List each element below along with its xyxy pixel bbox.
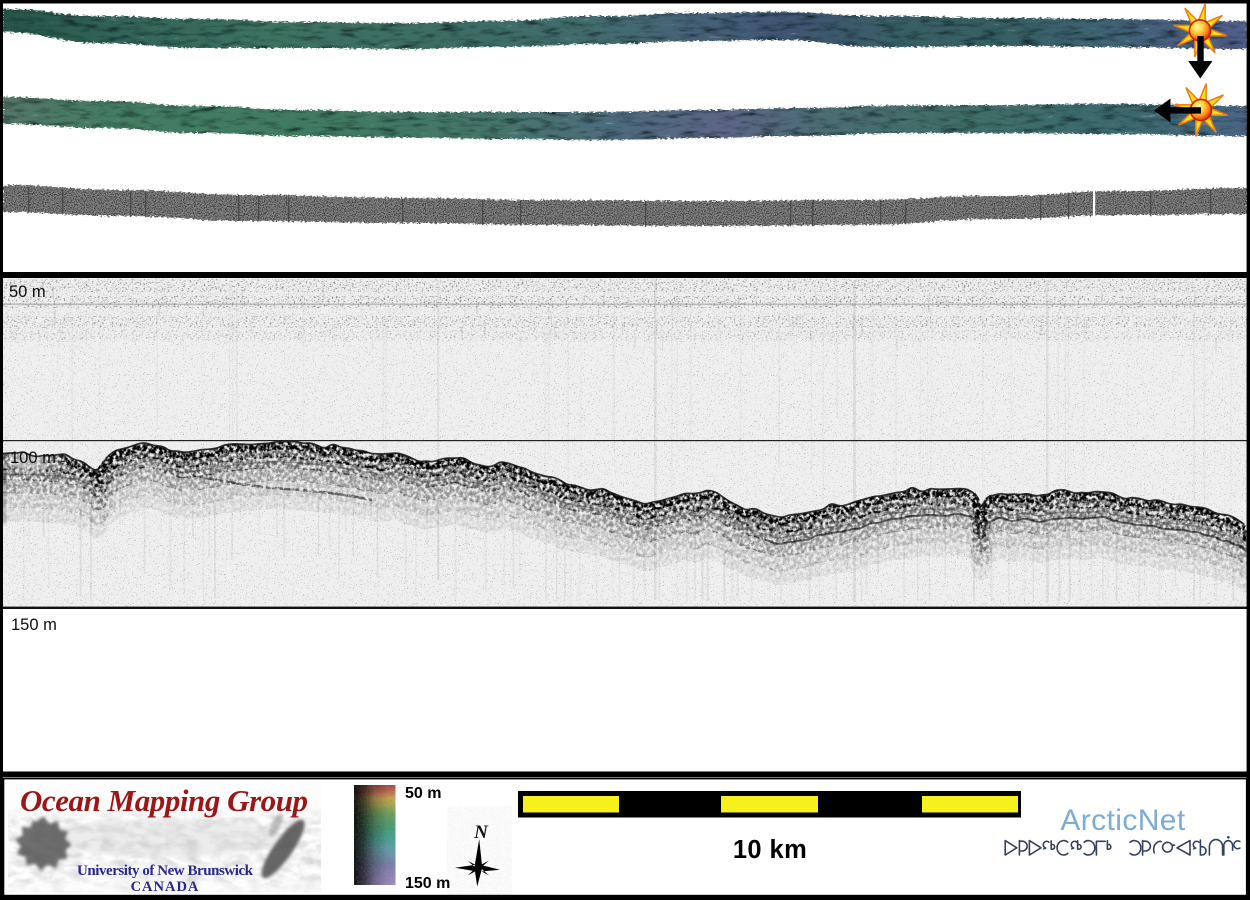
svg-text:CANADA: CANADA (131, 879, 200, 895)
svg-text:ArcticNet: ArcticNet (1060, 804, 1186, 837)
svg-text:150 m: 150 m (11, 616, 57, 634)
svg-text:University of New Brunswick: University of New Brunswick (77, 863, 254, 879)
svg-text:10 km: 10 km (733, 836, 807, 864)
svg-text:Ocean Mapping Group: Ocean Mapping Group (20, 783, 308, 818)
svg-text:50 m: 50 m (9, 283, 46, 301)
svg-text:100 m: 100 m (10, 449, 56, 467)
svg-text:150 m: 150 m (405, 875, 450, 892)
svg-text:N: N (473, 822, 489, 843)
svg-text:50 m: 50 m (405, 785, 441, 802)
